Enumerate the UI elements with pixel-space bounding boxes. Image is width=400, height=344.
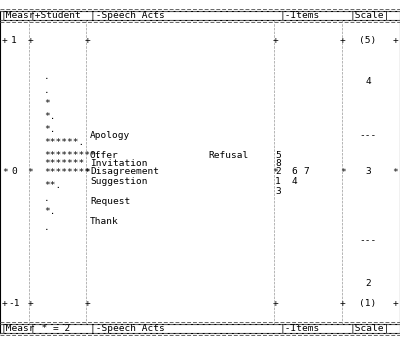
Text: *.: *. <box>44 112 56 121</box>
Text: +: + <box>27 299 33 308</box>
Text: 4: 4 <box>291 177 297 186</box>
Text: *******: ******* <box>44 159 84 168</box>
Text: Request: Request <box>90 197 130 206</box>
Text: Refusal: Refusal <box>208 151 248 160</box>
Text: |-Items: |-Items <box>280 324 320 333</box>
Text: *********.: *********. <box>44 151 102 160</box>
Text: +: + <box>340 36 346 45</box>
Text: |Measr: |Measr <box>0 324 35 333</box>
Text: *: * <box>44 99 50 108</box>
Text: +: + <box>392 36 398 45</box>
Text: Invitation: Invitation <box>90 159 148 168</box>
Text: *: * <box>27 168 33 176</box>
Text: *: * <box>2 168 8 176</box>
Text: *: * <box>272 168 278 176</box>
Text: +: + <box>2 299 8 308</box>
Text: *.: *. <box>44 207 56 216</box>
Text: |-Speech Acts: |-Speech Acts <box>90 324 165 333</box>
Text: |+Student: |+Student <box>30 11 82 20</box>
Text: +: + <box>340 299 346 308</box>
Text: 0: 0 <box>11 168 17 176</box>
Text: +: + <box>272 299 278 308</box>
Text: *: * <box>84 168 90 176</box>
Text: Offer: Offer <box>90 151 119 160</box>
Text: |Measr: |Measr <box>0 11 35 20</box>
Text: | * = 2: | * = 2 <box>30 324 70 333</box>
Text: -1: -1 <box>8 299 20 308</box>
Text: ---: --- <box>359 236 377 245</box>
Text: .: . <box>44 73 50 82</box>
Text: +: + <box>84 36 90 45</box>
Text: .: . <box>44 223 50 232</box>
Text: |Scale|: |Scale| <box>350 324 390 333</box>
Text: ********: ******** <box>44 168 90 176</box>
Text: +: + <box>84 299 90 308</box>
Text: (5): (5) <box>359 36 377 45</box>
Text: |-Items: |-Items <box>280 11 320 20</box>
Text: Apology: Apology <box>90 131 130 140</box>
Text: *: * <box>392 168 398 176</box>
Text: 7: 7 <box>303 168 309 176</box>
Text: Thank: Thank <box>90 217 119 226</box>
Text: 8: 8 <box>275 159 281 168</box>
Text: ******.: ******. <box>44 138 84 147</box>
Text: *.: *. <box>44 125 56 134</box>
Text: |Scale|: |Scale| <box>350 11 390 20</box>
Text: 5: 5 <box>275 151 281 160</box>
Text: 6: 6 <box>291 168 297 176</box>
Text: 2: 2 <box>275 168 281 176</box>
Text: (1): (1) <box>359 299 377 308</box>
Text: .: . <box>44 86 50 95</box>
Text: 3: 3 <box>275 187 281 196</box>
Text: +: + <box>27 36 33 45</box>
Text: +: + <box>272 36 278 45</box>
Text: 1: 1 <box>275 177 281 186</box>
Text: 3: 3 <box>365 168 371 176</box>
Text: |-Speech Acts: |-Speech Acts <box>90 11 165 20</box>
Text: ---: --- <box>359 131 377 140</box>
Text: *: * <box>340 168 346 176</box>
Text: 1: 1 <box>11 36 17 45</box>
Text: 4: 4 <box>365 77 371 86</box>
Text: +: + <box>2 36 8 45</box>
Text: .: . <box>44 194 50 203</box>
Text: +: + <box>392 299 398 308</box>
Text: Disagreement: Disagreement <box>90 168 159 176</box>
Text: **.: **. <box>44 181 61 190</box>
Text: 2: 2 <box>365 279 371 288</box>
Text: Suggestion: Suggestion <box>90 177 148 186</box>
